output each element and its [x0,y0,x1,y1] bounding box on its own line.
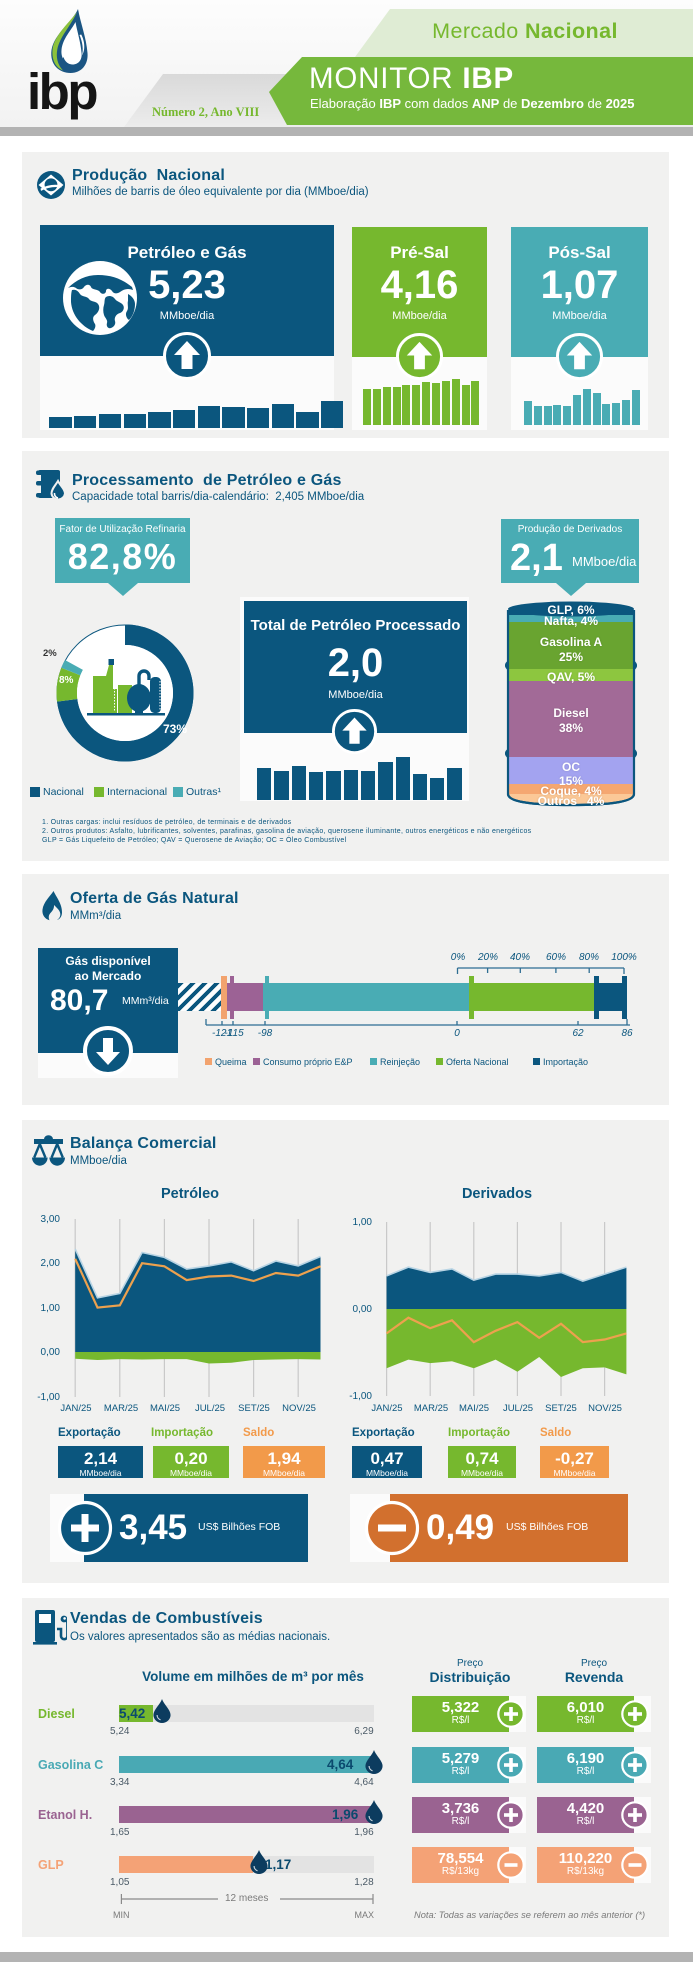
svg-text:ibp: ibp [27,63,97,120]
